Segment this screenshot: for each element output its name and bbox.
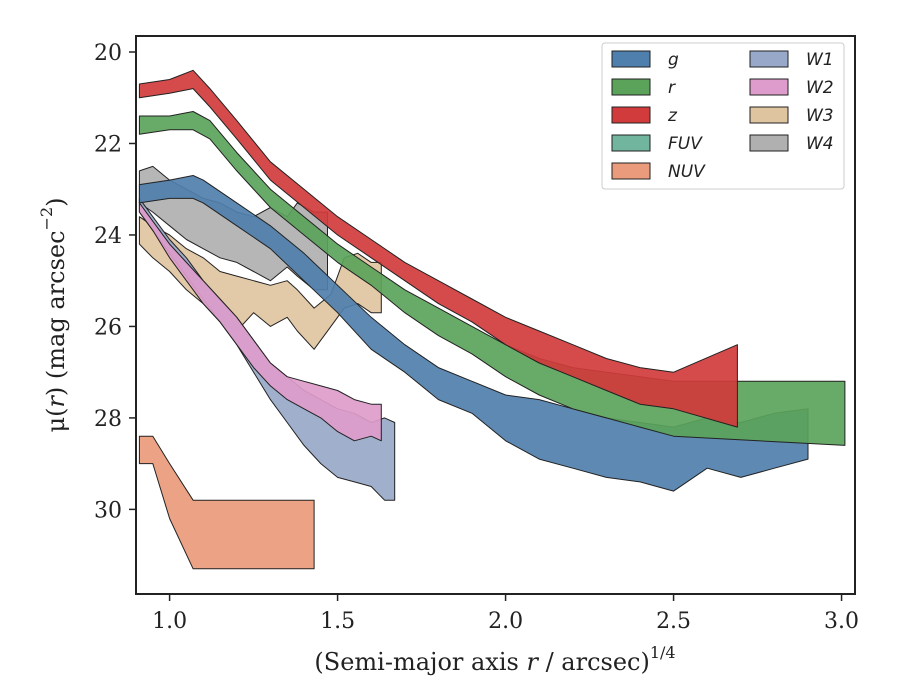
y-tick-label: 22 bbox=[94, 132, 122, 157]
legend: grz FUV NUV W1 W2 W3 W4 bbox=[601, 42, 845, 190]
y-tick-label: 24 bbox=[94, 224, 122, 249]
y-axis-ticks: 20 22 24 26 28 30 bbox=[94, 41, 136, 523]
y-axis-label: μ(r) (mag arcsec−2) bbox=[37, 197, 70, 432]
legend-swatch-g bbox=[611, 50, 651, 68]
band-z bbox=[138, 69, 738, 428]
legend-swatch-w2 bbox=[749, 78, 789, 96]
x-tick-label: 3.0 bbox=[824, 609, 859, 634]
y-tick-label: 30 bbox=[94, 498, 122, 523]
profile-bands bbox=[138, 69, 846, 570]
band-nuv bbox=[138, 435, 315, 570]
legend-label-nuv: NUV bbox=[668, 162, 706, 182]
legend-label-w2: W2 bbox=[806, 78, 834, 98]
y-tick-label: 20 bbox=[94, 41, 122, 66]
legend-label-fuv: FUV bbox=[668, 134, 703, 154]
legend-swatch-r bbox=[611, 78, 651, 96]
x-tick-label: 1.0 bbox=[152, 609, 187, 634]
x-tick-label: 2.0 bbox=[488, 609, 523, 634]
x-axis-ticks: 1.0 1.5 2.0 2.5 3.0 bbox=[152, 594, 859, 634]
legend-swatch-w4 bbox=[749, 134, 789, 152]
band-r bbox=[138, 111, 846, 446]
legend-label-w4: W4 bbox=[806, 134, 834, 154]
legend-swatch-nuv bbox=[611, 162, 651, 180]
y-tick-label: 28 bbox=[94, 407, 122, 432]
legend-swatch-fuv bbox=[611, 134, 651, 152]
legend-swatch-w3 bbox=[749, 106, 789, 124]
legend-label-z: z bbox=[667, 106, 678, 126]
legend-swatch-z bbox=[611, 106, 651, 124]
legend-label-g: g bbox=[668, 50, 679, 70]
legend-label-w1: W1 bbox=[806, 50, 834, 70]
legend-swatch-w1 bbox=[749, 50, 789, 68]
band-w2 bbox=[138, 202, 382, 442]
plot-frame bbox=[135, 35, 856, 595]
legend-label-r: r bbox=[668, 78, 676, 98]
x-tick-label: 2.5 bbox=[656, 609, 691, 634]
x-axis-label: (Semi-major axis r / arcsec)1/4 bbox=[314, 643, 675, 676]
legend-label-w3: W3 bbox=[806, 106, 834, 126]
band-g bbox=[138, 175, 809, 492]
x-tick-label: 1.5 bbox=[320, 609, 355, 634]
y-tick-label: 26 bbox=[94, 315, 122, 340]
